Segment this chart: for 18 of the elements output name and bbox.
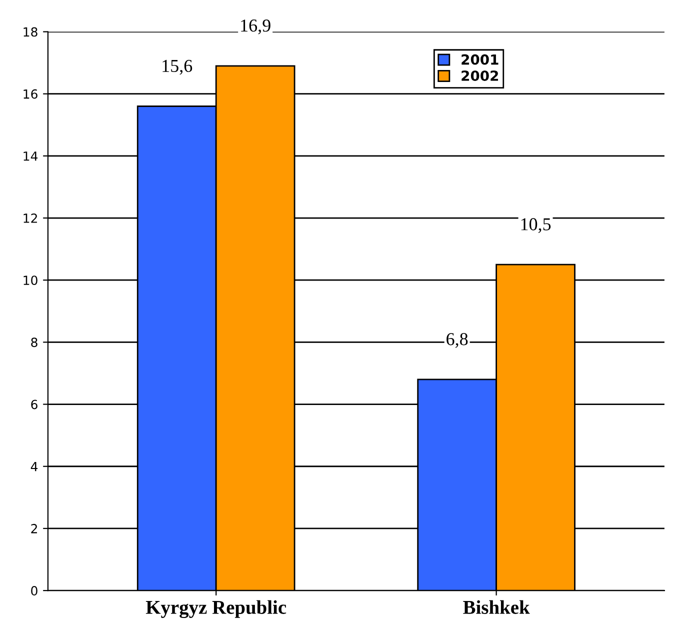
data-label: 15,6 (162, 60, 192, 75)
x-tick-label: Bishkek (463, 600, 530, 614)
y-tick-label: 12 (24, 213, 37, 223)
data-label: 6,8 (446, 333, 468, 348)
y-tick-label: 8 (31, 338, 38, 348)
y-tick-label: 14 (24, 152, 38, 161)
legend-label: 2001 (462, 54, 498, 65)
legend-label: 2002 (462, 70, 498, 82)
data-label: 16,9 (241, 20, 270, 34)
y-tick-label: 18 (24, 27, 38, 37)
y-tick-label: 4 (30, 462, 38, 472)
y-tick-label: 0 (31, 586, 38, 596)
y-tick-label: 16 (24, 89, 38, 99)
y-tick-label: 6 (31, 400, 38, 410)
x-tick-label: Kyrgyz Republic (146, 600, 286, 618)
y-tick-label: 2 (31, 524, 37, 534)
data-label: 10,5 (521, 218, 551, 233)
y-tick-label: 10 (24, 276, 38, 286)
